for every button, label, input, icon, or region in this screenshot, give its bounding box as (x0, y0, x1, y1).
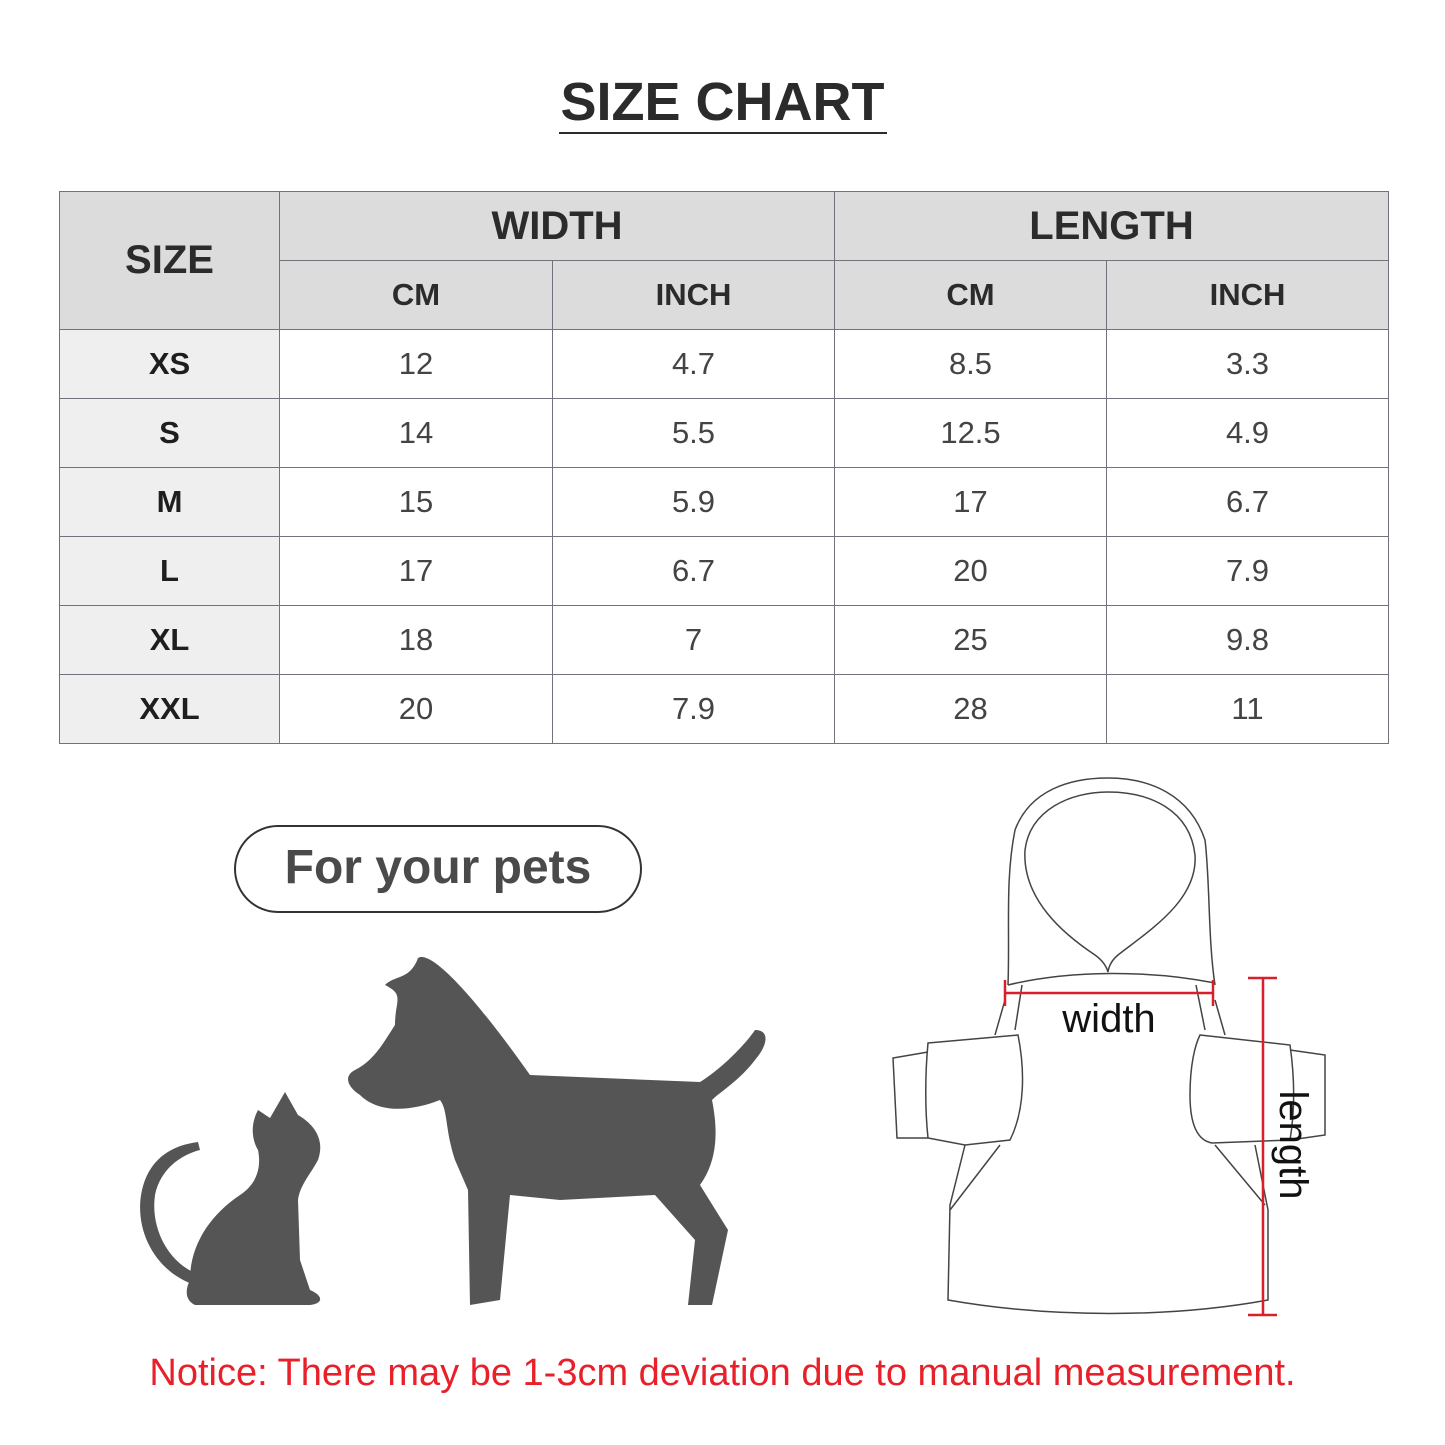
size-table: SIZE WIDTH LENGTH CM INCH CM INCH XS 12 4.… (59, 191, 1389, 744)
table-row: XXL 20 7.9 28 11 (59, 674, 1389, 744)
size-cell: XL (59, 605, 280, 675)
value-cell: 12 (279, 329, 553, 399)
value-cell: 18 (279, 605, 553, 675)
table-row: XL 18 7 25 9.8 (59, 605, 1389, 675)
value-cell: 12.5 (834, 398, 1107, 468)
size-cell: XXL (59, 674, 280, 744)
table-row: XS 12 4.7 8.5 3.3 (59, 329, 1389, 399)
value-cell: 7 (552, 605, 835, 675)
table-row: M 15 5.9 17 6.7 (59, 467, 1389, 537)
value-cell: 9.8 (1106, 605, 1389, 675)
length-header: LENGTH (834, 191, 1389, 261)
for-your-pets-badge: For your pets (234, 825, 642, 913)
size-cell: M (59, 467, 280, 537)
cat-silhouette-icon (140, 1092, 321, 1305)
unit-header: INCH (552, 260, 835, 330)
hoodie-diagram (892, 777, 1326, 1315)
notice-text: Notice: There may be 1-3cm deviation due… (149, 1352, 1296, 1394)
table-row: L 17 6.7 20 7.9 (59, 536, 1389, 606)
value-cell: 6.7 (1106, 467, 1389, 537)
value-cell: 7.9 (1106, 536, 1389, 606)
size-header: SIZE (59, 191, 280, 330)
size-cell: L (59, 536, 280, 606)
value-cell: 15 (279, 467, 553, 537)
unit-header: INCH (1106, 260, 1389, 330)
value-cell: 8.5 (834, 329, 1107, 399)
value-cell: 17 (834, 467, 1107, 537)
size-cell: XS (59, 329, 280, 399)
value-cell: 14 (279, 398, 553, 468)
value-cell: 6.7 (552, 536, 835, 606)
measure-lines (1003, 976, 1277, 1317)
value-cell: 5.9 (552, 467, 835, 537)
value-cell: 11 (1106, 674, 1389, 744)
width-label: width (1061, 997, 1155, 1041)
value-cell: 28 (834, 674, 1107, 744)
dog-silhouette-icon (348, 956, 766, 1305)
length-label: length (1271, 1091, 1315, 1200)
unit-header: CM (279, 260, 553, 330)
value-cell: 7.9 (552, 674, 835, 744)
value-cell: 4.7 (552, 329, 835, 399)
page-title: SIZE CHART (558, 72, 887, 134)
unit-header: CM (834, 260, 1107, 330)
value-cell: 17 (279, 536, 553, 606)
